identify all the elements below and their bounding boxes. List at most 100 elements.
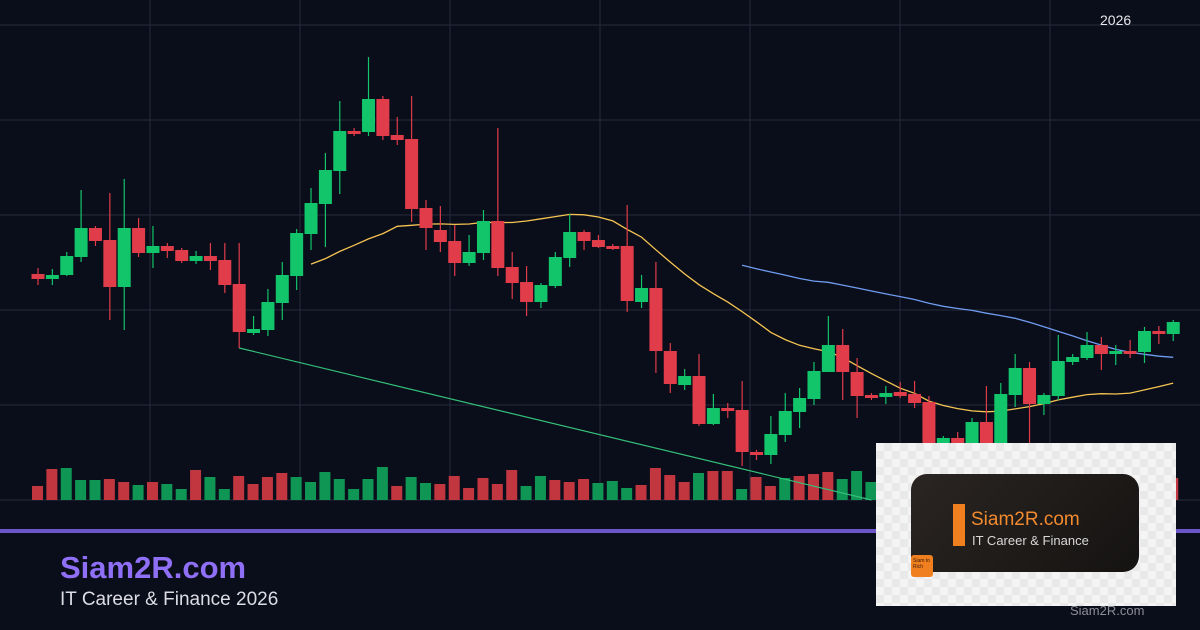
candle-body [462,252,476,263]
candle-body [979,422,993,443]
volume-bar [290,477,302,500]
candle-body [807,371,821,399]
candle-body [577,232,591,241]
volume-bar [362,479,374,500]
candle-body [376,99,390,136]
volume-bar [463,488,475,500]
volume-bar [391,486,403,500]
candle-body [1123,351,1137,354]
volume-bar [836,479,848,500]
volume-bar [46,469,58,500]
volume-bar [592,483,604,500]
candle-body [908,394,922,403]
volume-bar [204,477,216,500]
candle-body [1066,357,1080,362]
candle-body [189,256,203,261]
volume-bar [563,482,575,500]
candle-body [1094,345,1108,354]
candle-body [635,288,649,302]
volume-bar [491,484,503,500]
volume-bar [405,477,417,500]
candle-body [520,282,534,302]
candle-body [764,434,778,455]
candle-body [491,221,505,268]
volume-bar [649,468,661,500]
volume-bar [664,475,676,500]
candle-body [563,232,577,258]
candle-body [778,411,792,435]
volume-bar [132,485,144,500]
candle-body [548,257,562,286]
volume-bar [60,468,72,500]
candle-body [663,351,677,384]
candle-body [103,240,117,287]
candle-body [476,221,490,253]
candle-body [505,267,519,283]
volume-bar [578,479,590,500]
candle-body [922,402,936,445]
volume-bar [822,472,834,500]
candle-body [132,228,146,253]
volume-bar [477,478,489,500]
candle-body [275,275,289,303]
volume-bar [32,486,43,500]
volume-bar [549,480,561,500]
candle-body [864,395,878,398]
volume-bar [319,472,331,500]
candle-body [1008,368,1022,395]
moving-average-line [741,264,1174,358]
volume-bar [534,476,546,500]
candle-body [721,408,735,411]
candle-body [318,170,332,204]
year-label: 2026 [1100,12,1132,28]
candle-body [448,241,462,263]
candle-body [591,240,605,247]
candle-body [203,256,217,261]
volume-bar [678,482,690,500]
candle-body [793,398,807,412]
candle-body [175,250,189,261]
volume-bar [333,479,345,500]
volume-bar [606,481,618,500]
candle-body [232,284,246,332]
candle-body [692,376,706,424]
volume-bar [707,471,719,500]
volume-bar [779,478,791,500]
logo-subtitle: IT Career & Finance [972,533,1089,548]
candle-body [60,256,74,275]
candle-body [419,208,433,228]
candle-body [678,376,692,385]
candle-body [836,345,850,372]
candle-body [347,131,361,134]
volume-bar [305,482,317,500]
candle-body [879,393,893,397]
volume-bar [103,479,115,500]
volume-bar [376,467,388,500]
candle-body [74,228,88,257]
candle-body [620,246,634,301]
volume-bar [190,470,202,500]
logo-bar-icon [953,504,965,546]
volume-bar [807,474,819,500]
candle-body [649,288,663,351]
volume-bar [750,477,762,500]
candle-body [433,230,447,242]
volume-bar [247,484,259,500]
volume-bar [506,470,518,500]
candle-body [994,394,1008,443]
volume-bar [621,488,633,500]
volume-bar [721,471,733,500]
candle-body [534,285,548,302]
candle-body [146,246,160,253]
candle-body [31,274,45,279]
candles [31,57,1180,466]
candle-body [290,233,304,276]
volume-bar [764,486,776,500]
candle-body [1166,322,1180,334]
volume-bar [218,489,230,500]
volume-bar [793,476,805,500]
trendline [239,347,872,501]
candle-body [160,246,174,251]
brand-tagline: IT Career & Finance 2026 [60,589,279,610]
volume-bar [161,484,173,500]
